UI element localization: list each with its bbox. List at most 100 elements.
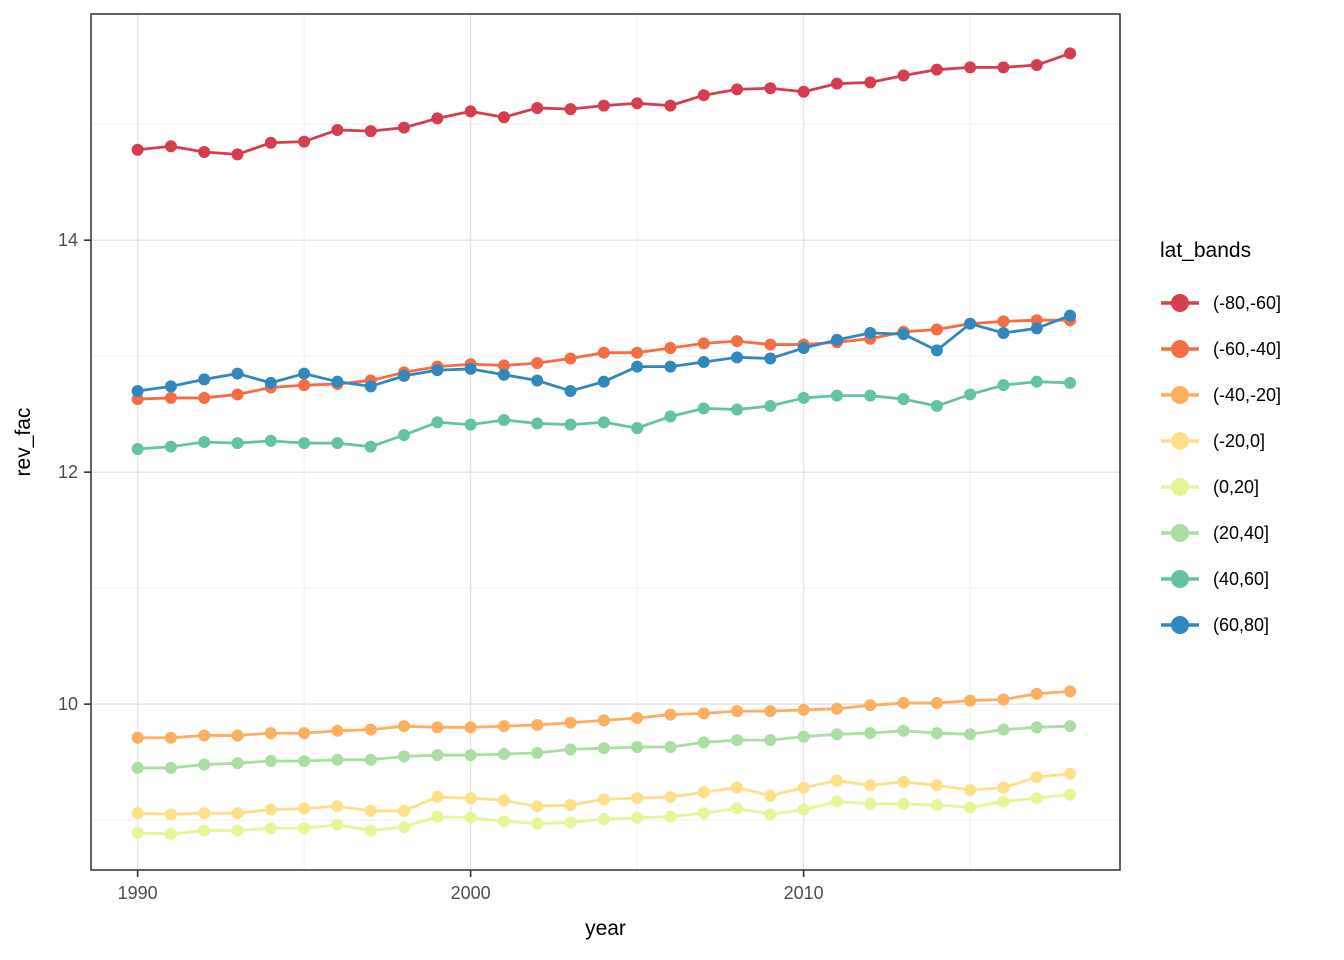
series-point — [431, 416, 444, 429]
series-point — [364, 723, 377, 736]
legend-item: (-20,0] — [1160, 418, 1281, 464]
series-point — [731, 335, 744, 348]
legend-label: (20,40] — [1213, 522, 1270, 543]
series-point — [264, 727, 277, 740]
series-point — [497, 748, 510, 761]
series-point — [964, 783, 977, 796]
legend-label: (40,60] — [1213, 568, 1270, 589]
series-point — [431, 790, 444, 803]
series-point — [664, 708, 677, 721]
series-point — [164, 140, 177, 153]
series-point — [331, 375, 344, 388]
legend-key-icon — [1161, 386, 1199, 404]
series-point — [497, 111, 510, 124]
series-point — [398, 429, 411, 442]
series-point — [664, 810, 677, 823]
series-point — [664, 741, 677, 754]
series-point — [597, 375, 610, 388]
series-point — [631, 811, 644, 824]
series-point — [231, 388, 244, 401]
series-point — [464, 749, 477, 762]
series-point — [264, 376, 277, 389]
series-point — [164, 808, 177, 821]
legend: lat_bands (-80,-60] (-60,-40] (-40,-20] (-2… — [1160, 239, 1281, 648]
series-point — [930, 779, 943, 792]
series-(-40,-20] — [131, 685, 1077, 744]
series-point — [964, 61, 977, 74]
series-point — [231, 807, 244, 820]
x-tick-label: 1990 — [118, 883, 158, 903]
series-point — [764, 808, 777, 821]
series-point — [997, 61, 1010, 74]
series-(-20,0] — [131, 767, 1077, 821]
series-point — [231, 824, 244, 837]
series-point — [797, 703, 810, 716]
series-point — [631, 97, 644, 110]
series-point — [298, 727, 311, 740]
series-point — [830, 728, 843, 741]
series-point — [164, 440, 177, 453]
series-point — [897, 797, 910, 810]
series-point — [664, 99, 677, 112]
series-point — [697, 89, 710, 102]
y-tick-label: 12 — [58, 462, 78, 482]
series-point — [331, 800, 344, 813]
series-point — [597, 99, 610, 112]
legend-item: (-60,-40] — [1160, 326, 1281, 372]
series-point — [664, 410, 677, 423]
legend-key-point — [1171, 386, 1189, 404]
legend-title: lat_bands — [1160, 239, 1252, 262]
legend-key-icon — [1161, 570, 1199, 588]
series-point — [364, 125, 377, 138]
legend-item: (0,20] — [1160, 464, 1281, 510]
series-point — [264, 803, 277, 816]
series-point — [1030, 792, 1043, 805]
series-point — [864, 699, 877, 712]
series-point — [930, 323, 943, 336]
series-point — [531, 746, 544, 759]
series-point — [930, 727, 943, 740]
series-point — [597, 714, 610, 727]
series-point — [531, 374, 544, 387]
series-point — [264, 434, 277, 447]
series-(-80,-60] — [131, 47, 1077, 161]
series-point — [497, 720, 510, 733]
series-point — [464, 418, 477, 431]
series-point — [631, 741, 644, 754]
series-point — [964, 694, 977, 707]
series-point — [264, 822, 277, 835]
series-point — [830, 774, 843, 787]
series-point — [531, 719, 544, 732]
series-point — [764, 400, 777, 413]
series-point — [997, 795, 1010, 808]
series-(40,60] — [131, 375, 1077, 455]
series-point — [231, 729, 244, 742]
series-point — [464, 721, 477, 734]
series-point — [997, 326, 1010, 339]
series-point — [331, 818, 344, 831]
series-point — [764, 82, 777, 95]
series-point — [797, 342, 810, 355]
legend-key-point — [1171, 616, 1189, 634]
legend-key-icon — [1161, 616, 1199, 634]
series-point — [864, 76, 877, 89]
series-point — [597, 346, 610, 359]
series-point — [431, 112, 444, 125]
series-point — [897, 393, 910, 406]
series-point — [231, 367, 244, 380]
series-point — [597, 793, 610, 806]
series-point — [331, 437, 344, 450]
series-point — [298, 802, 311, 815]
series-point — [1030, 721, 1043, 734]
series-point — [398, 720, 411, 733]
series-point — [398, 750, 411, 763]
legend-label: (0,20] — [1213, 476, 1260, 497]
series-point — [164, 828, 177, 841]
series-point — [731, 781, 744, 794]
legend-label: (60,80] — [1213, 614, 1270, 635]
series-point — [298, 135, 311, 148]
series-point — [398, 804, 411, 817]
series-point — [564, 799, 577, 812]
series-point — [664, 342, 677, 355]
